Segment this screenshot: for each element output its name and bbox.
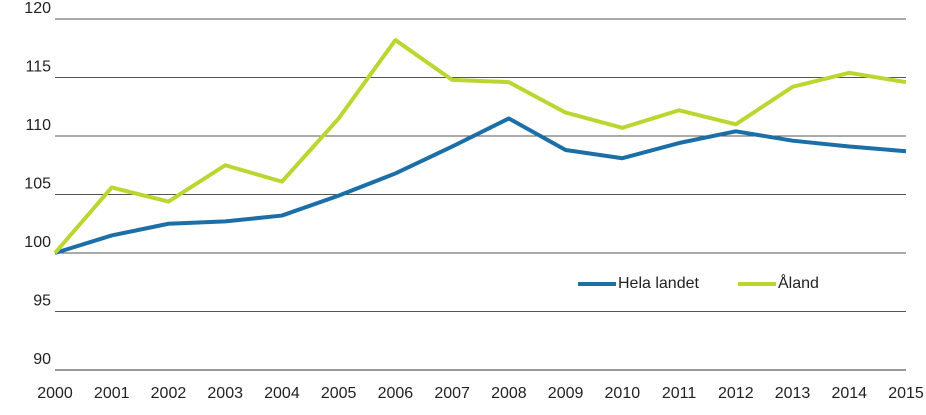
x-tick-label: 2003 bbox=[207, 385, 243, 402]
x-tick-label: 2002 bbox=[151, 385, 187, 402]
x-tick-label: 2001 bbox=[94, 385, 130, 402]
x-tick-label: 2015 bbox=[888, 385, 924, 402]
x-tick-label: 2007 bbox=[434, 385, 470, 402]
x-tick-label: 2008 bbox=[491, 385, 527, 402]
y-tick-label: 100 bbox=[24, 234, 51, 251]
x-tick-label: 2009 bbox=[548, 385, 584, 402]
x-tick-label: 2006 bbox=[378, 385, 414, 402]
x-tick-label: 2000 bbox=[37, 385, 73, 402]
y-tick-label: 120 bbox=[24, 0, 51, 17]
x-tick-label: 2004 bbox=[264, 385, 300, 402]
x-tick-label: 2012 bbox=[718, 385, 754, 402]
series-line bbox=[53, 38, 907, 255]
x-tick-label: 2010 bbox=[605, 385, 641, 402]
legend-label: Åland bbox=[778, 273, 819, 292]
x-tick-label: 2014 bbox=[831, 385, 867, 402]
y-tick-label: 90 bbox=[33, 351, 51, 368]
x-tick-label: 2005 bbox=[321, 385, 357, 402]
y-tick-label: 105 bbox=[24, 176, 51, 193]
y-tick-label: 110 bbox=[25, 117, 51, 134]
series-line bbox=[54, 116, 907, 255]
x-tick-label: 2013 bbox=[775, 385, 811, 402]
y-tick-label: 115 bbox=[25, 59, 51, 76]
x-tick-label: 2011 bbox=[662, 385, 697, 402]
legend-label: Hela landet bbox=[618, 275, 700, 292]
y-tick-label: 95 bbox=[33, 293, 51, 310]
